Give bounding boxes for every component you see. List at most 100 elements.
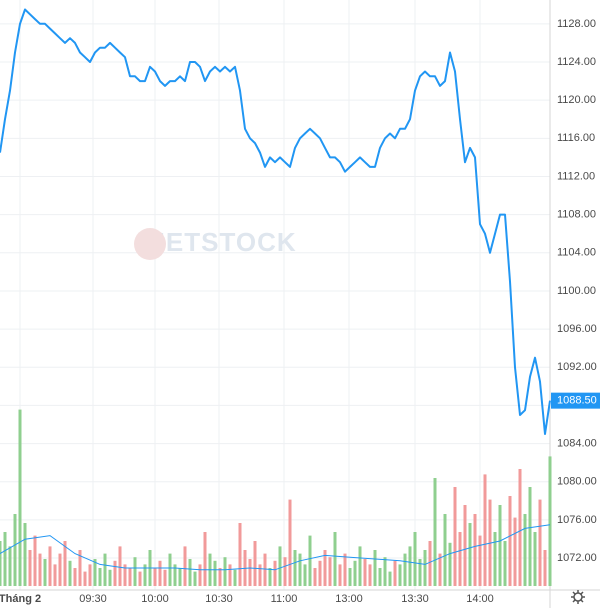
volume-bar <box>438 553 442 586</box>
volume-bar <box>128 568 132 586</box>
volume-bar <box>58 553 62 586</box>
volume-bar <box>108 569 112 586</box>
volume-bar <box>458 532 462 586</box>
volume-bar <box>453 487 457 586</box>
x-tick-label: 13:30 <box>401 593 429 605</box>
volume-bar <box>533 532 537 586</box>
volume-bar <box>78 550 82 586</box>
volume-bar <box>418 559 422 586</box>
volume-bar <box>388 571 392 586</box>
volume-bar <box>233 569 237 586</box>
volume-bar <box>483 474 487 586</box>
volume-bar <box>98 568 102 586</box>
x-tick-label: Tháng 2 <box>0 593 41 605</box>
volume-bar <box>333 532 337 586</box>
volume-bar <box>393 560 397 586</box>
volume-bar <box>28 550 32 586</box>
volume-bar <box>343 553 347 586</box>
volume-bar <box>378 568 382 586</box>
volume-bar <box>53 564 57 586</box>
volume-bar <box>373 550 377 586</box>
volume-bar <box>323 550 327 586</box>
y-tick-label: 1112.00 <box>557 170 595 182</box>
volume-bar <box>263 553 267 586</box>
last-price-label: 1088.50 <box>557 395 597 407</box>
volume-bar <box>473 514 477 586</box>
grid <box>0 0 550 590</box>
y-tick-label: 1104.00 <box>557 247 596 259</box>
y-tick-label: 1080.00 <box>557 476 597 488</box>
watermark-logo <box>134 228 166 260</box>
volume-bar <box>258 564 262 586</box>
volume-bar <box>538 499 542 586</box>
settings-icon[interactable] <box>571 590 585 604</box>
volume-bar <box>493 532 497 586</box>
volume-bar <box>368 564 372 586</box>
volume-bar <box>33 535 37 586</box>
volume-bar <box>168 553 172 586</box>
volume-bar <box>38 553 42 586</box>
x-tick-label: 10:00 <box>141 593 169 605</box>
volume-bar <box>73 568 77 586</box>
volume-bar <box>123 564 127 586</box>
y-tick-label: 1084.00 <box>557 437 597 449</box>
volume-bar <box>313 568 317 586</box>
volume-bar <box>398 564 402 586</box>
volume-bar <box>403 553 407 586</box>
volume-bar <box>228 564 232 586</box>
volume-bar <box>408 546 412 586</box>
volume-bar <box>288 499 292 586</box>
volume-bar <box>278 546 282 586</box>
volume-bar <box>293 550 297 586</box>
volume-bar <box>318 560 322 586</box>
volume-bar <box>518 469 522 586</box>
volume-bar <box>503 541 507 586</box>
volume-bar <box>188 559 192 586</box>
volume-bar <box>338 564 342 586</box>
volume-bar <box>88 564 92 586</box>
volume-bar <box>213 560 217 586</box>
volume-bar <box>303 564 307 586</box>
volume-bar <box>63 541 67 586</box>
volume-bar <box>423 550 427 586</box>
volume-bar <box>528 487 532 586</box>
volume-bar <box>0 541 2 586</box>
y-tick-label: 1124.00 <box>557 56 596 68</box>
volume-bar <box>383 557 387 586</box>
volume-bar <box>283 557 287 586</box>
volume-bar <box>468 523 472 586</box>
volume-bar <box>238 523 242 586</box>
volume-bar <box>358 546 362 586</box>
y-tick-label: 1076.00 <box>557 514 597 526</box>
volume-bar <box>253 541 257 586</box>
volume-ma-line <box>0 524 551 571</box>
volume-bar <box>68 560 72 586</box>
x-tick-label: 11:00 <box>271 593 298 605</box>
volume-bar <box>268 568 272 586</box>
y-tick-label: 1116.00 <box>557 132 595 144</box>
volume-bar <box>413 532 417 586</box>
x-tick-label: 14:00 <box>466 593 494 605</box>
volume-bar <box>113 560 117 586</box>
volume-bar <box>273 560 277 586</box>
volume-bar <box>508 496 512 586</box>
volume-bar <box>23 523 27 586</box>
price-line <box>0 8 551 435</box>
x-tick-label: 10:30 <box>205 593 233 605</box>
y-tick-label: 1100.00 <box>557 285 596 297</box>
volume-bar <box>13 514 17 586</box>
volume-bar <box>118 546 122 586</box>
volume-bar <box>48 546 52 586</box>
volume-bar <box>548 456 552 586</box>
y-tick-label: 1120.00 <box>557 94 596 106</box>
y-tick-label: 1072.00 <box>557 552 597 564</box>
volume-bar <box>478 535 482 586</box>
volume-bar <box>193 571 197 586</box>
volume-bar <box>173 564 177 586</box>
volume-bar <box>463 505 467 586</box>
y-tick-label: 1096.00 <box>557 323 597 335</box>
volume-bar <box>363 559 367 586</box>
volume-bar <box>83 571 87 586</box>
volume-bar <box>153 568 157 586</box>
